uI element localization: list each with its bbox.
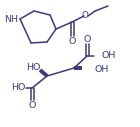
Text: O: O (68, 36, 76, 45)
Text: OH: OH (94, 66, 108, 75)
Text: O: O (82, 11, 88, 20)
Text: O: O (83, 35, 91, 44)
Text: HO: HO (11, 83, 25, 92)
Text: HO: HO (26, 62, 40, 72)
Text: O: O (28, 100, 36, 109)
Text: NH: NH (4, 14, 18, 23)
Text: OH: OH (101, 52, 115, 60)
